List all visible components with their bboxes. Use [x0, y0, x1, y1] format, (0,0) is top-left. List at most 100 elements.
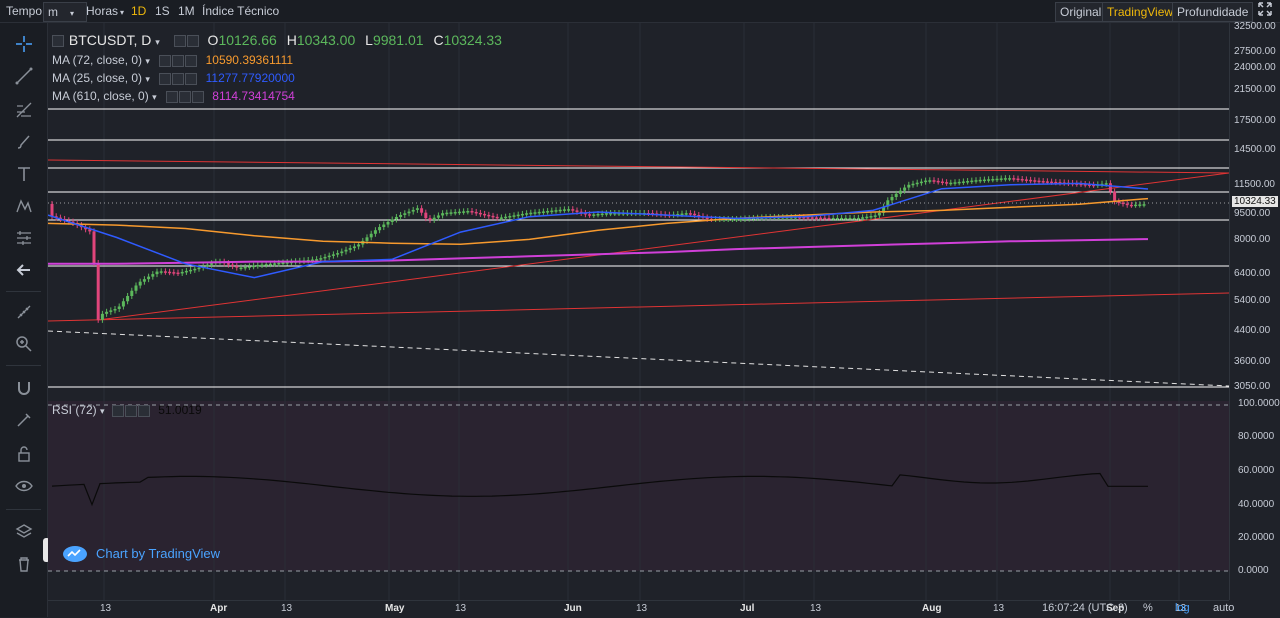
symbol-name: BTCUSDT, D — [68, 32, 152, 48]
candle-body — [852, 218, 856, 220]
minutes-dropdown[interactable]: m ▾ — [43, 2, 87, 22]
eye-icon[interactable] — [0, 473, 47, 499]
technical-index-button[interactable]: Índice Técnico — [202, 4, 280, 18]
open-value: 10126.66 — [218, 32, 277, 48]
collapse-icon[interactable] — [52, 35, 64, 48]
settings-icon[interactable] — [111, 404, 124, 417]
ma25-legend: MA (25, close, 0) ▾ 11277.77920000 — [52, 71, 295, 85]
candle-body — [1008, 178, 1012, 180]
zoom-in-icon[interactable] — [0, 331, 47, 357]
sidebar-collapse-handle[interactable] — [43, 538, 50, 562]
trash-icon[interactable] — [0, 551, 47, 577]
candle-body — [512, 215, 516, 217]
settings-icon[interactable] — [159, 54, 172, 67]
crosshair-icon[interactable] — [0, 31, 47, 57]
hide-icon[interactable] — [172, 54, 185, 67]
close-icon[interactable] — [185, 72, 198, 85]
candle-body — [688, 213, 692, 215]
candle-body — [861, 217, 865, 219]
candle-body — [323, 256, 327, 259]
price-axis[interactable]: 32500.00 27500.00 24000.00 21500.00 17500.00… — [1229, 21, 1280, 600]
hide-icon[interactable] — [172, 72, 185, 85]
candle-body — [1020, 179, 1024, 181]
candle-body — [466, 211, 470, 213]
close-icon[interactable] — [137, 404, 150, 417]
candle-body — [1079, 183, 1083, 186]
candle-body — [352, 246, 356, 249]
hide-icon[interactable] — [186, 35, 199, 48]
time-axis[interactable]: 13 Apr 13 May 13 Jun 13 Jul 13 Aug 13 Sep 13 — [48, 600, 1229, 618]
candle-body — [613, 213, 617, 215]
layers-icon[interactable] — [0, 519, 47, 545]
chevron-down-icon[interactable]: ▾ — [145, 74, 150, 84]
chevron-down-icon[interactable]: ▾ — [145, 56, 150, 66]
chevron-down-icon[interactable]: ▾ — [100, 406, 105, 416]
candle-body — [487, 214, 491, 217]
fullscreen-icon[interactable] — [1253, 1, 1277, 19]
settings-icon[interactable] — [165, 90, 178, 103]
candle-body — [285, 262, 289, 264]
settings-icon[interactable] — [173, 35, 186, 48]
hours-dropdown[interactable]: Horas ▾ — [82, 2, 128, 20]
auto-scale-button[interactable]: auto — [1213, 602, 1235, 614]
price-tick-label: 4400.00 — [1234, 325, 1271, 336]
interval-1s-button[interactable]: 1S — [155, 4, 170, 18]
candle-body — [882, 206, 886, 213]
back-arrow-icon[interactable] — [0, 257, 47, 283]
view-depth-button[interactable]: Profundidade — [1172, 2, 1254, 22]
candle-body — [705, 217, 709, 219]
percent-scale-button[interactable]: % — [1143, 602, 1153, 614]
close-icon[interactable] — [185, 54, 198, 67]
hide-icon[interactable] — [178, 90, 191, 103]
text-icon[interactable] — [0, 161, 47, 187]
time-tick-label: Sep — [1106, 603, 1125, 614]
candle-body — [478, 212, 482, 215]
candle-body — [252, 265, 256, 268]
trend-line-icon[interactable] — [0, 63, 47, 89]
candle-body — [751, 217, 755, 220]
close-icon[interactable] — [191, 90, 204, 103]
candle-body — [1125, 203, 1129, 206]
prediction-icon[interactable] — [0, 225, 47, 251]
candle-body — [390, 219, 394, 222]
candle-body — [676, 214, 680, 216]
divider — [6, 509, 41, 510]
candle-body — [424, 212, 428, 219]
candle-body — [1092, 184, 1096, 187]
log-scale-button[interactable]: log — [1175, 602, 1190, 614]
candle-body — [554, 210, 558, 212]
candle-body — [730, 219, 734, 221]
candle-body — [970, 180, 974, 183]
candle-body — [609, 213, 613, 215]
magnet-icon[interactable] — [0, 375, 47, 401]
lock-icon[interactable] — [0, 441, 47, 467]
ruler-icon[interactable] — [0, 299, 47, 325]
pattern-icon[interactable] — [0, 193, 47, 219]
low-label: L — [365, 32, 373, 48]
candle-body — [604, 213, 608, 215]
candle-body — [113, 309, 117, 311]
candle-body — [936, 180, 940, 183]
interval-1d-button[interactable]: 1D — [131, 4, 147, 18]
candle-body — [1113, 191, 1117, 202]
tradingview-branding[interactable]: Chart by TradingView — [62, 543, 220, 563]
fib-retracement-icon[interactable] — [0, 97, 47, 123]
candle-body — [147, 276, 151, 280]
candle-body — [168, 271, 172, 274]
candle-body — [1016, 178, 1020, 181]
candle-body — [105, 311, 109, 314]
candle-body — [117, 306, 121, 309]
rsi-line — [51, 472, 1148, 507]
candle-body — [277, 262, 281, 265]
interval-1m-button[interactable]: 1M — [178, 4, 195, 18]
lock-draw-icon[interactable] — [0, 407, 47, 433]
price-chart[interactable] — [48, 23, 1229, 600]
brush-icon[interactable] — [0, 129, 47, 155]
chevron-down-icon[interactable]: ▾ — [152, 92, 157, 102]
hide-icon[interactable] — [124, 404, 137, 417]
settings-icon[interactable] — [159, 72, 172, 85]
view-tradingview-button[interactable]: TradingView — [1102, 2, 1179, 22]
rsi-legend: RSI (72) ▾ 51.0019 — [52, 403, 202, 417]
view-original-button[interactable]: Original — [1055, 2, 1107, 22]
chevron-down-icon[interactable]: ▾ — [155, 37, 160, 47]
